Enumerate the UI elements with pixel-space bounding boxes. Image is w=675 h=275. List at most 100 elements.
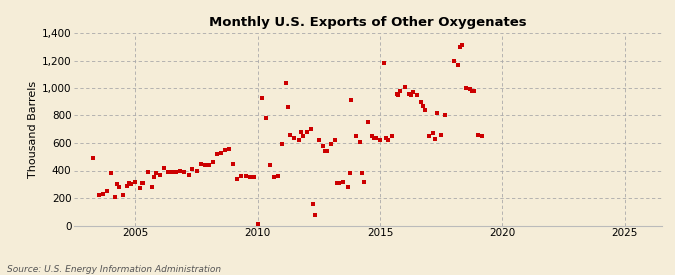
Point [93,193,104,197]
Point [405,93,416,97]
Point [285,133,296,137]
Point [356,171,367,175]
Point [122,183,133,188]
Point [383,138,394,142]
Point [269,175,279,180]
Point [124,181,135,185]
Point [248,175,259,180]
Point [460,86,471,90]
Point [199,163,210,167]
Point [342,185,353,189]
Point [369,135,379,140]
Point [306,127,317,131]
Point [126,182,136,186]
Point [466,89,477,93]
Point [191,168,202,173]
Point [477,134,487,138]
Point [171,170,182,174]
Point [318,144,329,148]
Point [252,222,263,226]
Point [379,61,389,65]
Point [371,135,381,140]
Point [362,120,373,125]
Point [220,148,231,152]
Point [289,135,300,140]
Point [297,134,308,138]
Point [236,174,247,178]
Point [350,134,361,138]
Point [211,152,222,156]
Point [146,185,157,189]
Point [321,149,332,153]
Point [183,172,194,177]
Point [436,133,447,137]
Point [295,130,306,134]
Point [283,105,294,109]
Point [148,175,159,180]
Point [134,186,145,191]
Point [163,170,173,174]
Point [454,45,465,49]
Point [354,139,365,144]
Point [130,179,141,184]
Point [395,89,406,93]
Point [232,177,243,181]
Point [440,113,451,118]
Point [281,80,292,85]
Point [424,134,435,138]
Point [358,179,369,184]
Point [472,133,483,137]
Point [261,116,271,120]
Point [159,166,169,170]
Point [101,189,112,193]
Point [138,181,149,185]
Point [223,146,234,151]
Point [142,170,153,174]
Point [399,84,410,89]
Point [240,174,251,178]
Point [265,163,275,167]
Point [277,142,288,147]
Point [344,171,355,175]
Point [411,93,423,97]
Point [332,181,343,185]
Point [309,213,320,217]
Point [187,167,198,171]
Point [208,160,219,164]
Point [334,181,345,185]
Point [346,98,357,103]
Point [468,89,479,93]
Point [136,181,147,185]
Point [117,193,128,197]
Point [256,95,267,100]
Point [326,142,337,147]
Point [419,108,430,112]
Point [110,194,121,199]
Point [381,135,392,140]
Point [179,170,190,174]
Point [167,170,178,174]
Point [416,100,427,104]
Point [293,138,304,142]
Point [330,138,341,142]
Point [195,161,206,166]
Y-axis label: Thousand Barrels: Thousand Barrels [28,81,38,178]
Point [175,168,186,173]
Point [391,91,402,96]
Point [97,192,108,196]
Point [301,130,312,134]
Point [111,182,122,186]
Point [151,171,161,175]
Point [387,134,398,138]
Point [155,172,165,177]
Point [320,149,331,153]
Point [367,134,377,138]
Point [418,104,429,108]
Point [404,91,414,96]
Point [307,201,318,206]
Point [273,174,284,178]
Point [432,111,443,115]
Point [228,161,239,166]
Point [338,179,349,184]
Text: Source: U.S. Energy Information Administration: Source: U.S. Energy Information Administ… [7,265,221,274]
